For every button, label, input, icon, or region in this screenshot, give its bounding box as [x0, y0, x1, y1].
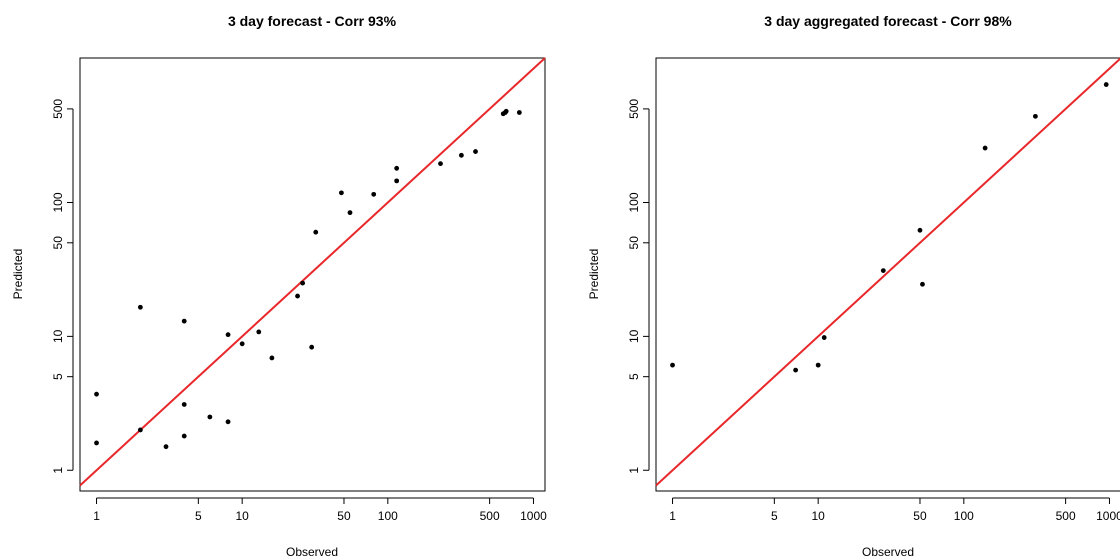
data-point [94, 391, 99, 397]
y-axis-label: Predicted [11, 249, 25, 300]
data-point [670, 362, 675, 368]
y-axis-label: Predicted [587, 249, 601, 300]
y-tick-label: 500 [51, 99, 65, 119]
data-point [137, 427, 143, 433]
data-point [473, 149, 478, 154]
data-point [163, 444, 169, 450]
data-point [338, 190, 344, 196]
axis-ticks: 1 5 10 50 100 500 1000 1 5 10 50 100 500 [627, 99, 1120, 523]
data-point [300, 280, 306, 286]
x-tick-label: 500 [480, 509, 500, 523]
x-tick-label: 1 [669, 509, 676, 523]
y-tick-label: 100 [51, 192, 65, 212]
axis-ticks: 1 5 10 50 100 500 1000 1 5 10 50 100 500 [51, 99, 547, 523]
data-point [239, 341, 245, 347]
x-tick-label: 1000 [520, 509, 547, 523]
reference-line [655, 57, 1120, 487]
data-point [347, 210, 353, 216]
y-tick-label: 10 [51, 329, 65, 343]
data-point [94, 440, 99, 446]
x-tick-label: 10 [235, 509, 249, 523]
y-tick-label: 10 [627, 329, 641, 343]
y-tick-label: 1 [627, 467, 641, 474]
plot-frame [655, 57, 1120, 492]
data-point [458, 152, 464, 158]
data-point [137, 304, 143, 310]
x-tick-label: 100 [954, 509, 974, 523]
y-tick-label: 1 [51, 467, 65, 474]
y-tick-label: 5 [627, 373, 641, 380]
x-tick-label: 50 [913, 509, 927, 523]
data-point [516, 110, 522, 115]
data-point [181, 433, 187, 439]
reference-line [79, 57, 546, 487]
y-tick-label: 5 [51, 373, 65, 380]
data-point [1032, 113, 1038, 119]
data-point [917, 227, 923, 233]
data-point [295, 293, 300, 299]
panel-right: 3 day aggregated forecast - Corr 98% Obs… [587, 13, 1120, 559]
x-axis-label: Observed [286, 545, 338, 559]
data-point [181, 402, 187, 407]
x-tick-label: 1000 [1096, 509, 1120, 523]
data-point [313, 229, 319, 235]
data-point [880, 268, 886, 273]
x-tick-label: 1 [93, 509, 100, 523]
data-point [821, 335, 827, 340]
chart-title: 3 day forecast - Corr 93% [228, 13, 397, 29]
data-point [371, 191, 377, 197]
data-point [256, 329, 262, 335]
data-point [503, 108, 509, 114]
x-tick-label: 500 [1056, 509, 1076, 523]
x-tick-label: 10 [811, 509, 825, 523]
reference-line-group [79, 57, 546, 487]
y-tick-label: 50 [627, 236, 641, 250]
x-tick-label: 100 [378, 509, 398, 523]
data-point [181, 318, 187, 324]
data-point [920, 281, 925, 287]
x-tick-label: 5 [195, 509, 202, 523]
reference-line-group [655, 57, 1120, 487]
y-tick-label: 50 [51, 236, 65, 250]
data-point [225, 332, 231, 338]
plot-frame [79, 57, 546, 492]
y-tick-label: 500 [627, 99, 641, 119]
y-tick-label: 100 [627, 192, 641, 212]
chart-title: 3 day aggregated forecast - Corr 98% [764, 13, 1012, 29]
data-point [225, 419, 231, 425]
data-point [1103, 82, 1109, 87]
data-point [394, 165, 400, 171]
data-points [94, 108, 522, 450]
data-point [309, 344, 315, 350]
panel-left: 3 day forecast - Corr 93% Observed Predi… [11, 13, 547, 559]
data-point [793, 367, 799, 373]
data-point [269, 355, 275, 361]
x-tick-label: 50 [337, 509, 351, 523]
data-point [394, 178, 400, 184]
x-axis-label: Observed [862, 545, 914, 559]
data-point [438, 161, 443, 167]
data-point [815, 362, 821, 368]
data-point [207, 414, 213, 420]
x-tick-label: 5 [771, 509, 778, 523]
data-points [670, 82, 1109, 373]
data-point [982, 145, 988, 151]
